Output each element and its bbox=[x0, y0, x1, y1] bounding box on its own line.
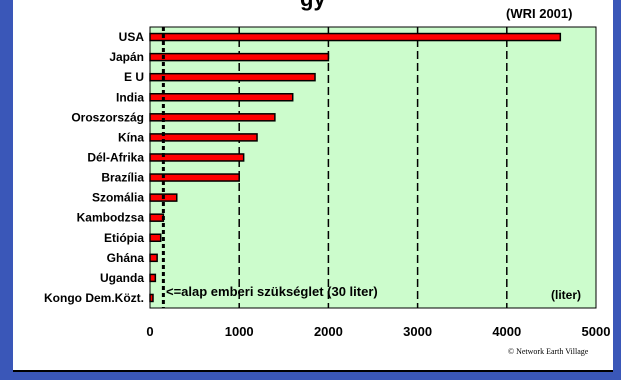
chart-title-fragment: gy bbox=[300, 0, 326, 12]
bar bbox=[149, 52, 330, 62]
y-category-label: Kína bbox=[118, 130, 144, 144]
bar bbox=[149, 72, 316, 82]
bar bbox=[149, 293, 154, 303]
bottom-divider bbox=[13, 370, 613, 372]
y-category-label: Dél-Afrika bbox=[87, 150, 144, 164]
x-tick-label: 0 bbox=[146, 324, 153, 339]
left-accent-strip bbox=[0, 0, 13, 380]
y-category-label: Kongo Dem.Közt. bbox=[44, 291, 144, 305]
reference-annotation: <=alap emberi szükséglet (30 liter) bbox=[166, 284, 378, 299]
y-category-label: Oroszország bbox=[71, 110, 144, 124]
y-category-label: Etiópia bbox=[104, 231, 144, 245]
x-tick-label: 3000 bbox=[403, 324, 432, 339]
y-category-label: Kambodzsa bbox=[77, 211, 145, 225]
bar bbox=[149, 233, 162, 242]
unit-label: (liter) bbox=[551, 288, 581, 302]
y-category-label: E U bbox=[124, 70, 144, 84]
bar bbox=[149, 133, 258, 142]
y-category-label: Uganda bbox=[100, 271, 144, 285]
y-category-label: Brazília bbox=[101, 171, 144, 185]
y-category-label: Ghána bbox=[107, 251, 145, 265]
credit-label: © Network Earth Village bbox=[508, 347, 589, 356]
bar bbox=[149, 32, 562, 42]
bar bbox=[149, 113, 276, 122]
bar bbox=[149, 273, 157, 283]
x-tick-label: 1000 bbox=[225, 324, 254, 339]
bar bbox=[149, 253, 158, 263]
x-tick-label: 2000 bbox=[314, 324, 343, 339]
y-category-label: USA bbox=[119, 30, 145, 44]
y-category-label: Szomália bbox=[92, 191, 144, 205]
plot-area bbox=[149, 26, 597, 309]
bar bbox=[149, 213, 165, 222]
right-accent-strip bbox=[613, 0, 621, 380]
bar bbox=[149, 93, 294, 102]
bottom-accent-strip bbox=[0, 372, 621, 380]
source-label: (WRI 2001) bbox=[506, 6, 573, 21]
x-tick-label: 4000 bbox=[492, 324, 521, 339]
y-category-label: India bbox=[116, 90, 144, 104]
bar bbox=[149, 153, 245, 162]
x-tick-label: 5000 bbox=[582, 324, 611, 339]
bar bbox=[149, 173, 240, 182]
y-category-label: Japán bbox=[109, 50, 144, 64]
